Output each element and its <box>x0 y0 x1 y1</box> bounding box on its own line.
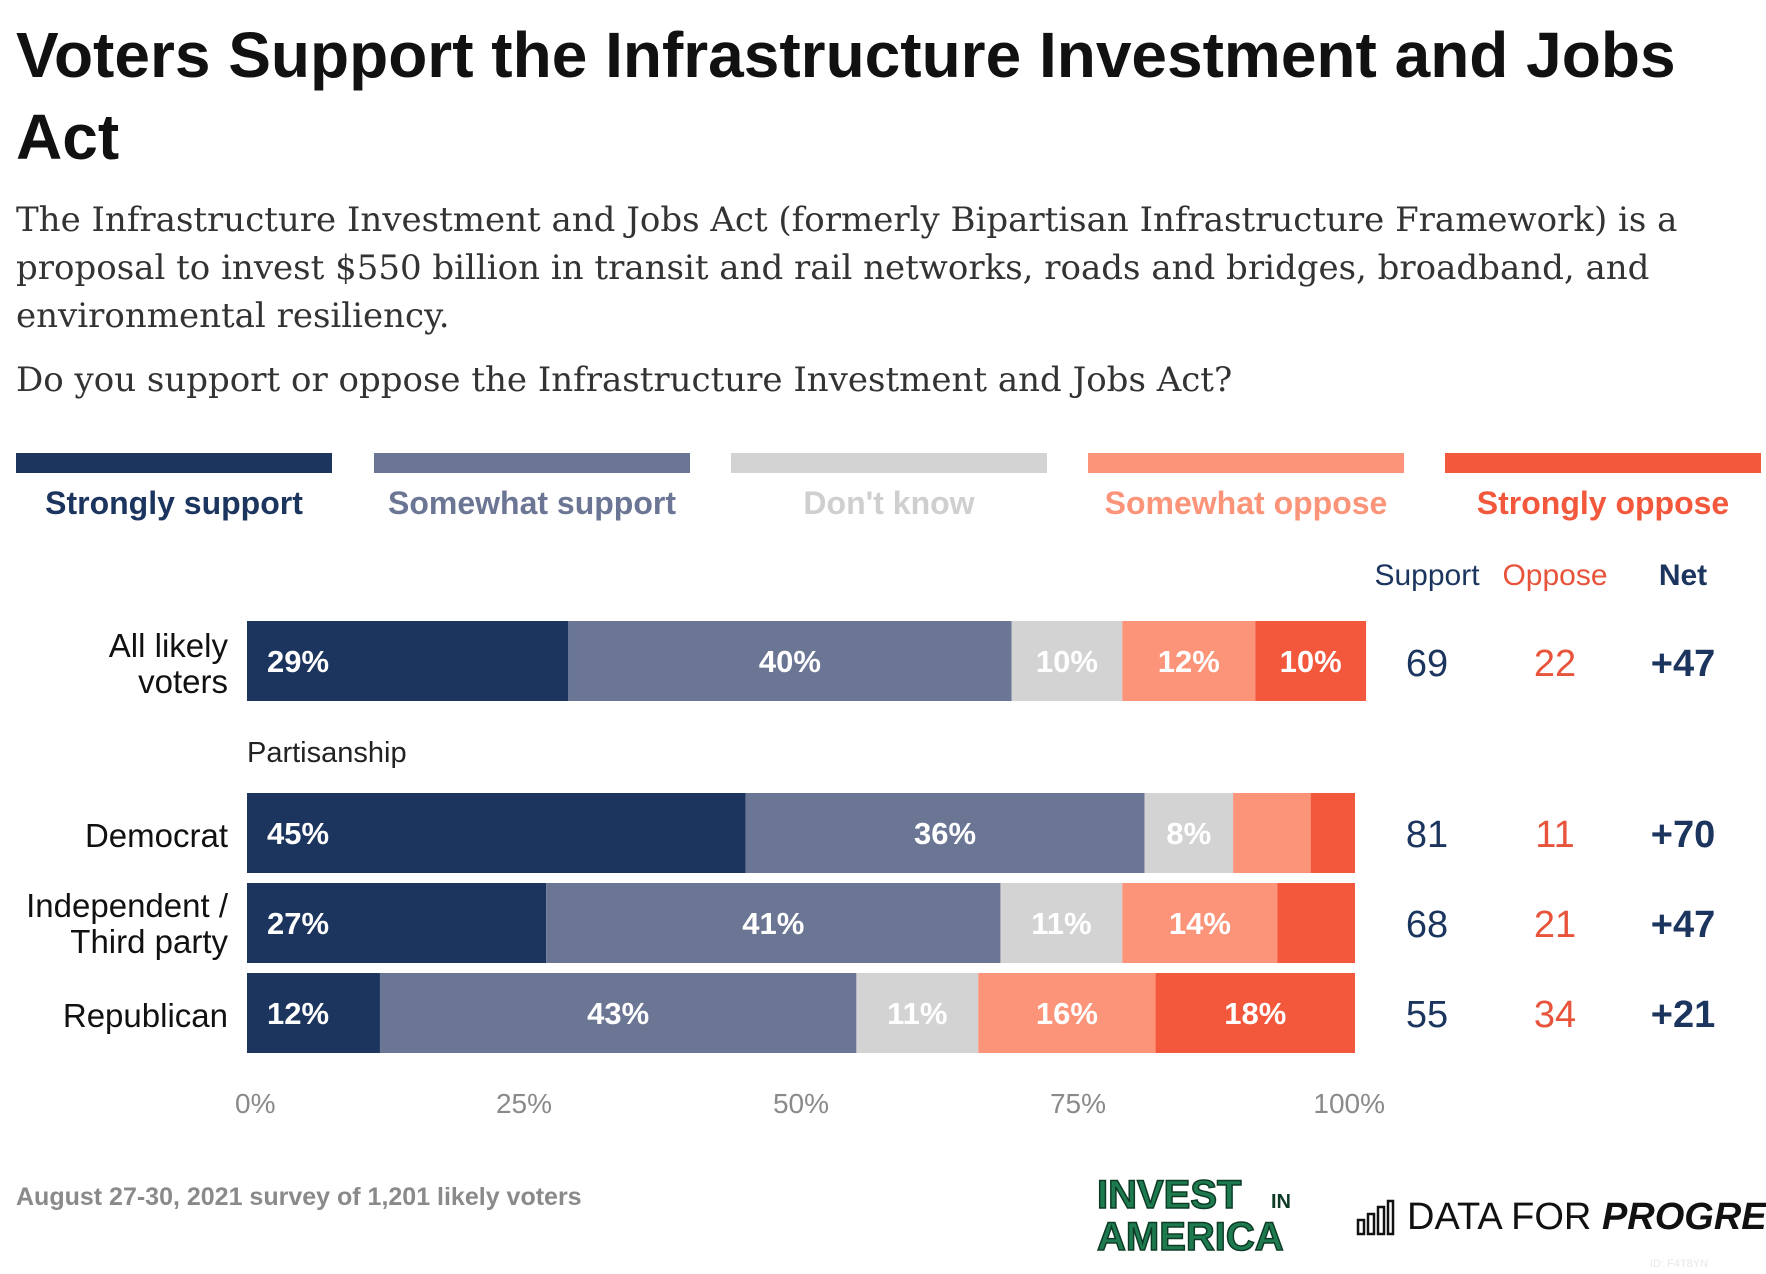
invest-in-america-logo: INVEST IN AMERICA <box>1096 1172 1291 1256</box>
data-label-strongly-support-democrat: 45% <box>267 816 329 851</box>
chart-title: Voters Support the Infrastructure Invest… <box>16 19 1676 173</box>
data-label-strongly-oppose-all-likely-voters: 10% <box>1280 644 1342 679</box>
dfp-data-for: DATA FOR <box>1407 1196 1592 1238</box>
legend-item-strongly-oppose: Strongly oppose <box>1445 453 1761 523</box>
net-total-democrat: +70 <box>1650 814 1716 856</box>
oppose-total-republican: 34 <box>1533 994 1577 1036</box>
support-total-independent: 68 <box>1405 904 1449 946</box>
column-header-support: Support <box>1374 559 1480 592</box>
chart-id: ID: F4T8YN <box>1650 1258 1709 1270</box>
legend-label-somewhat-oppose: Somewhat oppose <box>1104 485 1388 521</box>
bar-segment-somewhat-oppose-all-likely-voters <box>1122 621 1256 701</box>
bar-segment-somewhat-oppose-republican <box>978 973 1156 1053</box>
logo-invest-text: INVEST <box>1097 1173 1241 1217</box>
data-label-somewhat-oppose-all-likely-voters: 12% <box>1158 644 1220 679</box>
bar-segment-strongly-oppose-republican <box>1155 973 1355 1053</box>
data-label-strongly-support-all-likely-voters: 29% <box>267 644 329 679</box>
legend-swatch-somewhat-oppose <box>1088 453 1404 473</box>
legend-swatch-somewhat-support <box>374 453 690 473</box>
legend-swatch-strongly-support <box>16 453 332 473</box>
support-total-all: 69 <box>1405 643 1449 685</box>
data-label-somewhat-oppose-independent-third-party: 14% <box>1169 906 1231 941</box>
row-label-republican: Republican <box>62 997 228 1034</box>
data-label-somewhat-support-democrat: 36% <box>914 816 976 851</box>
bar-segment-don-t-know-independent-third-party <box>1000 883 1123 963</box>
oppose-total-democrat: 11 <box>1535 814 1575 856</box>
bar-segment-strongly-oppose-independent-third-party <box>1277 883 1355 963</box>
legend-label-strongly-support: Strongly support <box>45 485 303 521</box>
group-label-partisanship: Partisanship <box>247 737 407 769</box>
bar-segment-somewhat-support-all-likely-voters <box>568 621 1012 701</box>
row-label-text: Independent / Third party <box>26 887 228 960</box>
bar-segment-strongly-support-all-likely-voters <box>247 621 569 701</box>
data-label-somewhat-support-independent-third-party: 41% <box>742 906 804 941</box>
support-total-democrat: 81 <box>1405 814 1449 856</box>
bar-segment-somewhat-support-republican <box>379 973 857 1053</box>
survey-question: Do you support or oppose the Infrastruct… <box>16 360 1233 400</box>
column-header-oppose: Oppose <box>1502 559 1608 592</box>
x-tick-label-100: 100% <box>1313 1088 1385 1119</box>
logo-in-text: IN <box>1271 1191 1291 1213</box>
data-label-somewhat-support-republican: 43% <box>587 996 649 1031</box>
dfp-progress: PROGRESS <box>1601 1196 1766 1238</box>
bar-segment-somewhat-oppose-democrat <box>1233 793 1311 873</box>
column-header-net: Net <box>1658 559 1708 592</box>
data-label-don-t-know-democrat: 8% <box>1166 816 1211 851</box>
bar-segment-strongly-support-democrat <box>247 793 746 873</box>
data-label-don-t-know-independent-third-party: 11% <box>1031 906 1091 941</box>
bar-segment-strongly-support-republican <box>247 973 380 1053</box>
chart-subtitle: The Infrastructure Investment and Jobs A… <box>16 200 1678 336</box>
data-label-somewhat-support-all-likely-voters: 40% <box>759 644 821 679</box>
x-tick-label-75: 75% <box>1050 1088 1106 1119</box>
row-label-all-likely-voters: All likely voters <box>0 628 228 700</box>
legend-label-somewhat-support: Somewhat support <box>387 485 676 521</box>
bar-segment-strongly-support-independent-third-party <box>247 883 547 963</box>
bar-segment-don-t-know-republican <box>856 973 979 1053</box>
oppose-total-all: 22 <box>1533 643 1577 685</box>
data-label-don-t-know-all-likely-voters: 10% <box>1036 644 1098 679</box>
data-label-strongly-support-republican: 12% <box>267 996 329 1031</box>
legend-item-strongly-support: Strongly support <box>16 453 332 523</box>
bar-segment-strongly-oppose-all-likely-voters <box>1255 621 1367 701</box>
legend-label-strongly-oppose: Strongly oppose <box>1476 485 1730 521</box>
row-label-democrat: Democrat <box>84 817 228 854</box>
x-tick-label-0: 0% <box>235 1088 275 1119</box>
legend-item-somewhat-support: Somewhat support <box>374 453 690 523</box>
legend-swatch-dont-know <box>731 453 1047 473</box>
data-label-strongly-oppose-republican: 18% <box>1224 996 1286 1031</box>
row-label-independent: Independent / Third party <box>0 888 228 960</box>
dfp-wordmark: DATA FOR PROGRESS <box>1407 1194 1766 1240</box>
legend-label-dont-know: Don't know <box>803 485 975 521</box>
bar-segment-don-t-know-all-likely-voters <box>1011 621 1123 701</box>
legend-swatch-strongly-oppose <box>1445 453 1761 473</box>
data-for-progress-logo: DATA FOR PROGRESS <box>1355 1192 1766 1242</box>
net-total-all: +47 <box>1650 643 1716 685</box>
legend-item-somewhat-oppose: Somewhat oppose <box>1088 453 1404 523</box>
bar-segment-somewhat-support-independent-third-party <box>546 883 1001 963</box>
data-label-somewhat-oppose-republican: 16% <box>1036 996 1098 1031</box>
survey-footnote: August 27-30, 2021 survey of 1,201 likel… <box>16 1183 582 1211</box>
bar-segment-strongly-oppose-democrat <box>1310 793 1355 873</box>
data-label-don-t-know-republican: 11% <box>887 996 947 1031</box>
logo-america-text: AMERICA <box>1097 1215 1284 1256</box>
bar-segment-don-t-know-democrat <box>1144 793 1234 873</box>
legend-item-dont-know: Don't know <box>731 453 1047 523</box>
bar-segment-somewhat-oppose-independent-third-party <box>1122 883 1278 963</box>
net-total-republican: +21 <box>1650 994 1716 1036</box>
data-label-strongly-support-independent-third-party: 27% <box>267 906 329 941</box>
x-tick-label-25: 25% <box>496 1088 552 1119</box>
row-label-text: All likely voters <box>108 627 228 700</box>
bar-chart-icon <box>1356 1199 1395 1236</box>
net-total-independent: +47 <box>1650 904 1716 946</box>
support-total-republican: 55 <box>1405 994 1449 1036</box>
oppose-total-independent: 21 <box>1533 904 1577 946</box>
bar-segment-somewhat-support-democrat <box>745 793 1145 873</box>
x-tick-label-50: 50% <box>773 1088 829 1119</box>
